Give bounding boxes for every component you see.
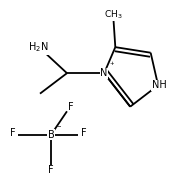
Text: F: F bbox=[48, 165, 54, 176]
Text: CH$_3$: CH$_3$ bbox=[104, 8, 123, 21]
Text: $^-$: $^-$ bbox=[55, 123, 62, 132]
Text: H$_2$N: H$_2$N bbox=[28, 41, 48, 54]
Text: N: N bbox=[100, 68, 108, 78]
Text: F: F bbox=[68, 102, 74, 112]
Text: F: F bbox=[81, 128, 86, 138]
Text: NH: NH bbox=[152, 80, 166, 90]
Text: $^+$: $^+$ bbox=[108, 60, 116, 69]
Text: F: F bbox=[10, 128, 15, 138]
Text: B: B bbox=[48, 129, 54, 140]
